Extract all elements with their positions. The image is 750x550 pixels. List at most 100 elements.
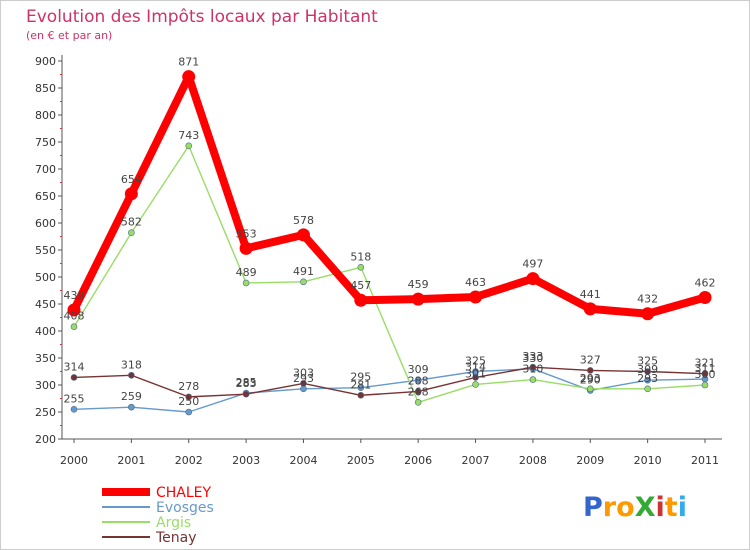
x-tick-label: 2010	[634, 454, 662, 467]
data-label-evosges: 259	[121, 390, 142, 403]
data-label-tenay: 314	[465, 360, 486, 373]
data-label-chaley: 441	[580, 288, 601, 301]
y-tick-label: 350	[35, 352, 56, 365]
chart-title: Evolution des Impôts locaux par Habitant	[26, 7, 378, 27]
data-label-argis: 310	[522, 363, 543, 376]
chart-subtitle: (en € et par an)	[26, 29, 112, 42]
x-tick-label: 2000	[60, 454, 88, 467]
data-point-chaley	[354, 293, 368, 307]
data-label-evosges: 330	[522, 352, 543, 365]
data-point-chaley	[124, 187, 138, 201]
data-label-argis: 268	[408, 385, 429, 398]
y-tick-label: 500	[35, 271, 56, 284]
data-point-chaley	[641, 307, 655, 321]
data-point-evosges	[185, 408, 193, 416]
data-point-evosges	[357, 384, 365, 392]
data-point-chaley	[67, 303, 81, 317]
logo-letter: i	[678, 492, 687, 523]
data-label-argis: 582	[121, 216, 142, 229]
data-point-argis	[242, 279, 250, 287]
data-point-tenay	[242, 390, 250, 398]
data-label-argis: 300	[695, 368, 716, 381]
data-label-chaley: 457	[350, 279, 371, 292]
data-point-tenay	[185, 393, 193, 401]
data-label-chaley: 462	[695, 277, 716, 290]
data-label-argis: 408	[64, 310, 85, 323]
logo-letter: P	[583, 492, 603, 523]
data-label-evosges: 290	[580, 373, 601, 386]
data-label-tenay: 283	[236, 377, 257, 390]
legend-label-tenay: Tenay	[155, 530, 197, 546]
data-point-argis	[414, 398, 422, 406]
legend-label-evosges: Evosges	[156, 500, 214, 516]
data-point-argis	[529, 376, 537, 383]
data-label-chaley: 459	[408, 278, 429, 291]
data-point-tenay	[586, 367, 594, 374]
data-point-tenay	[529, 363, 537, 371]
y-tick-label: 200	[35, 433, 56, 446]
data-point-chaley	[583, 302, 597, 316]
data-point-argis	[185, 142, 193, 150]
data-point-argis	[701, 381, 709, 389]
data-label-chaley: 578	[293, 214, 314, 227]
x-tick-label: 2007	[462, 454, 490, 467]
data-point-argis	[357, 263, 365, 271]
data-point-argis	[472, 381, 479, 388]
data-label-chaley: 463	[465, 276, 486, 289]
data-point-evosges	[414, 376, 422, 384]
y-tick-label: 650	[35, 190, 56, 203]
x-tick-label: 2009	[576, 454, 604, 467]
y-tick-label: 250	[35, 406, 56, 419]
logo-letter: r	[603, 492, 617, 523]
x-tick-label: 2003	[232, 454, 260, 467]
data-label-tenay: 288	[408, 374, 429, 387]
logo-letter: i	[656, 492, 665, 523]
x-tick-label: 2005	[347, 454, 375, 467]
y-tick-label: 550	[35, 244, 56, 257]
legend-label-chaley: CHALEY	[156, 485, 212, 501]
x-tick-label: 2011	[691, 454, 719, 467]
x-tick-label: 2002	[175, 454, 203, 467]
x-tick-label: 2001	[117, 454, 145, 467]
data-point-tenay	[644, 368, 651, 375]
data-label-argis: 491	[293, 265, 314, 278]
data-label-tenay: 321	[695, 357, 716, 370]
data-point-chaley	[698, 291, 712, 305]
series-line-argis	[73, 145, 706, 403]
data-point-argis	[644, 385, 651, 393]
data-label-argis: 301	[465, 367, 486, 380]
x-tick-label: 2004	[289, 454, 317, 467]
data-label-chaley: 497	[522, 258, 543, 271]
data-label-argis: 743	[178, 129, 199, 142]
y-tick-label: 400	[35, 325, 56, 338]
data-point-argis	[300, 278, 307, 286]
data-point-tenay	[128, 371, 135, 379]
logo-letter: X	[635, 492, 656, 523]
data-point-argis	[70, 323, 78, 330]
y-tick-label: 700	[35, 163, 56, 176]
series-line-tenay	[73, 366, 706, 398]
data-point-argis	[128, 229, 135, 237]
data-label-evosges: 311	[695, 362, 716, 375]
x-tick-label: 2008	[519, 454, 547, 467]
data-point-tenay	[70, 374, 78, 381]
data-point-chaley	[182, 70, 196, 84]
data-label-tenay: 278	[178, 380, 199, 393]
data-label-chaley: 871	[178, 56, 199, 69]
data-label-tenay: 314	[64, 360, 85, 373]
data-point-evosges	[128, 403, 135, 411]
data-label-evosges: 309	[637, 363, 658, 376]
data-label-evosges: 309	[408, 363, 429, 376]
y-tick-label: 900	[35, 55, 56, 68]
y-tick-label: 600	[35, 217, 56, 230]
proxiti-logo: ProXiti	[583, 492, 687, 523]
y-tick-label: 850	[35, 82, 56, 95]
data-point-chaley	[469, 290, 483, 304]
data-label-evosges: 250	[178, 395, 199, 408]
data-point-argis	[586, 385, 594, 393]
data-point-chaley	[526, 272, 540, 286]
data-point-tenay	[357, 391, 365, 399]
logo-letter: t	[665, 492, 678, 523]
